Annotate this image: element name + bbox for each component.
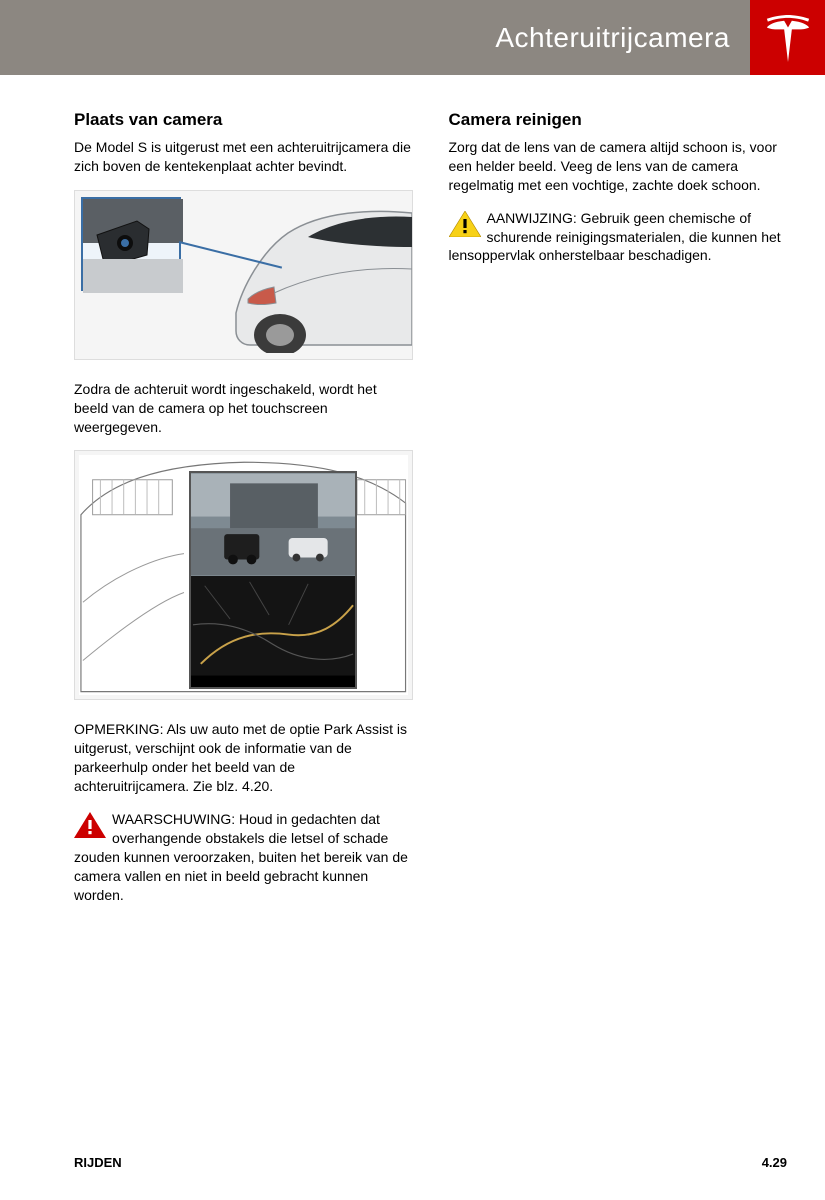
text-clean-camera: Zorg dat de lens van de camera altijd sc… bbox=[449, 138, 788, 195]
right-column: Camera reinigen Zorg dat de lens van de … bbox=[449, 110, 788, 912]
heading-camera-location: Plaats van camera bbox=[74, 110, 413, 130]
touchscreen-camera-feed bbox=[191, 473, 355, 576]
touchscreen-map bbox=[191, 576, 355, 687]
logo-tab bbox=[750, 0, 825, 75]
figure-camera-position bbox=[74, 190, 413, 360]
camera-callout-box bbox=[81, 197, 181, 291]
tesla-logo-icon bbox=[764, 14, 812, 62]
caution-block: AANWIJZING: Gebruik geen chemische of sc… bbox=[449, 209, 788, 266]
caution-text: AANWIJZING: Gebruik geen chemische of sc… bbox=[449, 210, 781, 264]
footer-page-number: 4.29 bbox=[762, 1155, 787, 1170]
figure-touchscreen-view bbox=[74, 450, 413, 700]
text-reverse-engaged: Zodra de achteruit wordt ingeschakeld, w… bbox=[74, 380, 413, 437]
left-column: Plaats van camera De Model S is uitgerus… bbox=[74, 110, 413, 912]
footer-section-label: RIJDEN bbox=[74, 1155, 122, 1170]
warning-block: WAARSCHUWING: Houd in gedachten dat over… bbox=[74, 810, 413, 904]
caution-triangle-icon bbox=[449, 211, 481, 237]
camera-closeup-icon bbox=[83, 199, 183, 293]
warning-text: WAARSCHUWING: Houd in gedachten dat over… bbox=[74, 811, 408, 903]
header-bar: Achteruitrijcamera bbox=[0, 0, 825, 75]
dashboard-outline bbox=[79, 455, 408, 695]
heading-clean-camera: Camera reinigen bbox=[449, 110, 788, 130]
text-park-assist-note: OPMERKING: Als uw auto met de optie Park… bbox=[74, 720, 413, 796]
content-area: Plaats van camera De Model S is uitgerus… bbox=[0, 75, 825, 912]
text-camera-location: De Model S is uitgerust met een achterui… bbox=[74, 138, 413, 176]
touchscreen bbox=[189, 471, 357, 689]
warning-triangle-icon bbox=[74, 812, 106, 838]
camera-feed-icon bbox=[191, 473, 355, 576]
map-icon bbox=[191, 576, 355, 687]
page-title: Achteruitrijcamera bbox=[495, 22, 730, 54]
page-footer: RIJDEN 4.29 bbox=[74, 1155, 787, 1170]
car-rear-illustration bbox=[202, 203, 412, 353]
